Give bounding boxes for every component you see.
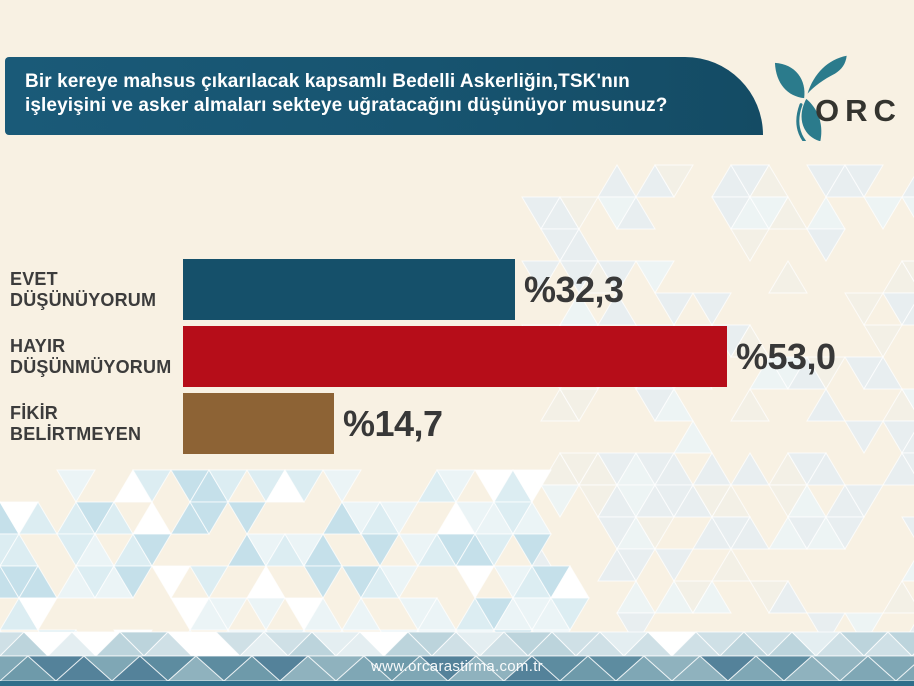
bar-label: HAYIR DÜŞÜNMÜYORUM — [10, 335, 172, 377]
bar-chart: EVET DÜŞÜNÜYORUM %32,3 HAYIR DÜŞÜNMÜYORU… — [0, 259, 914, 460]
bar-value: %14,7 — [343, 402, 443, 444]
bar-label: EVET DÜŞÜNÜYORUM — [10, 268, 157, 310]
bar-row: EVET DÜŞÜNÜYORUM %32,3 — [0, 259, 914, 320]
question-line-2: işleyişini ve asker almaları sekteye uğr… — [25, 95, 668, 116]
bar-fikir — [183, 393, 334, 454]
orc-logo-text: ORC — [815, 93, 902, 128]
orc-logo: ORC — [774, 55, 902, 141]
bar-value: %53,0 — [736, 335, 836, 377]
footer-url: www.orcarastirma.com.tr — [371, 658, 543, 675]
bar-hayir — [183, 326, 727, 387]
bar-row: FİKİR BELİRTMEYEN %14,7 — [0, 393, 914, 454]
bar-row: HAYIR DÜŞÜNMÜYORUM %53,0 — [0, 326, 914, 387]
bar-value: %32,3 — [524, 268, 624, 310]
question-line-1: Bir kereye mahsus çıkarılacak kapsamlı B… — [25, 71, 630, 92]
bar-label: FİKİR BELİRTMEYEN — [10, 402, 142, 444]
trillium-icon — [774, 55, 847, 141]
bar-evet — [183, 259, 515, 320]
question-banner: Bir kereye mahsus çıkarılacak kapsamlı B… — [5, 57, 763, 135]
